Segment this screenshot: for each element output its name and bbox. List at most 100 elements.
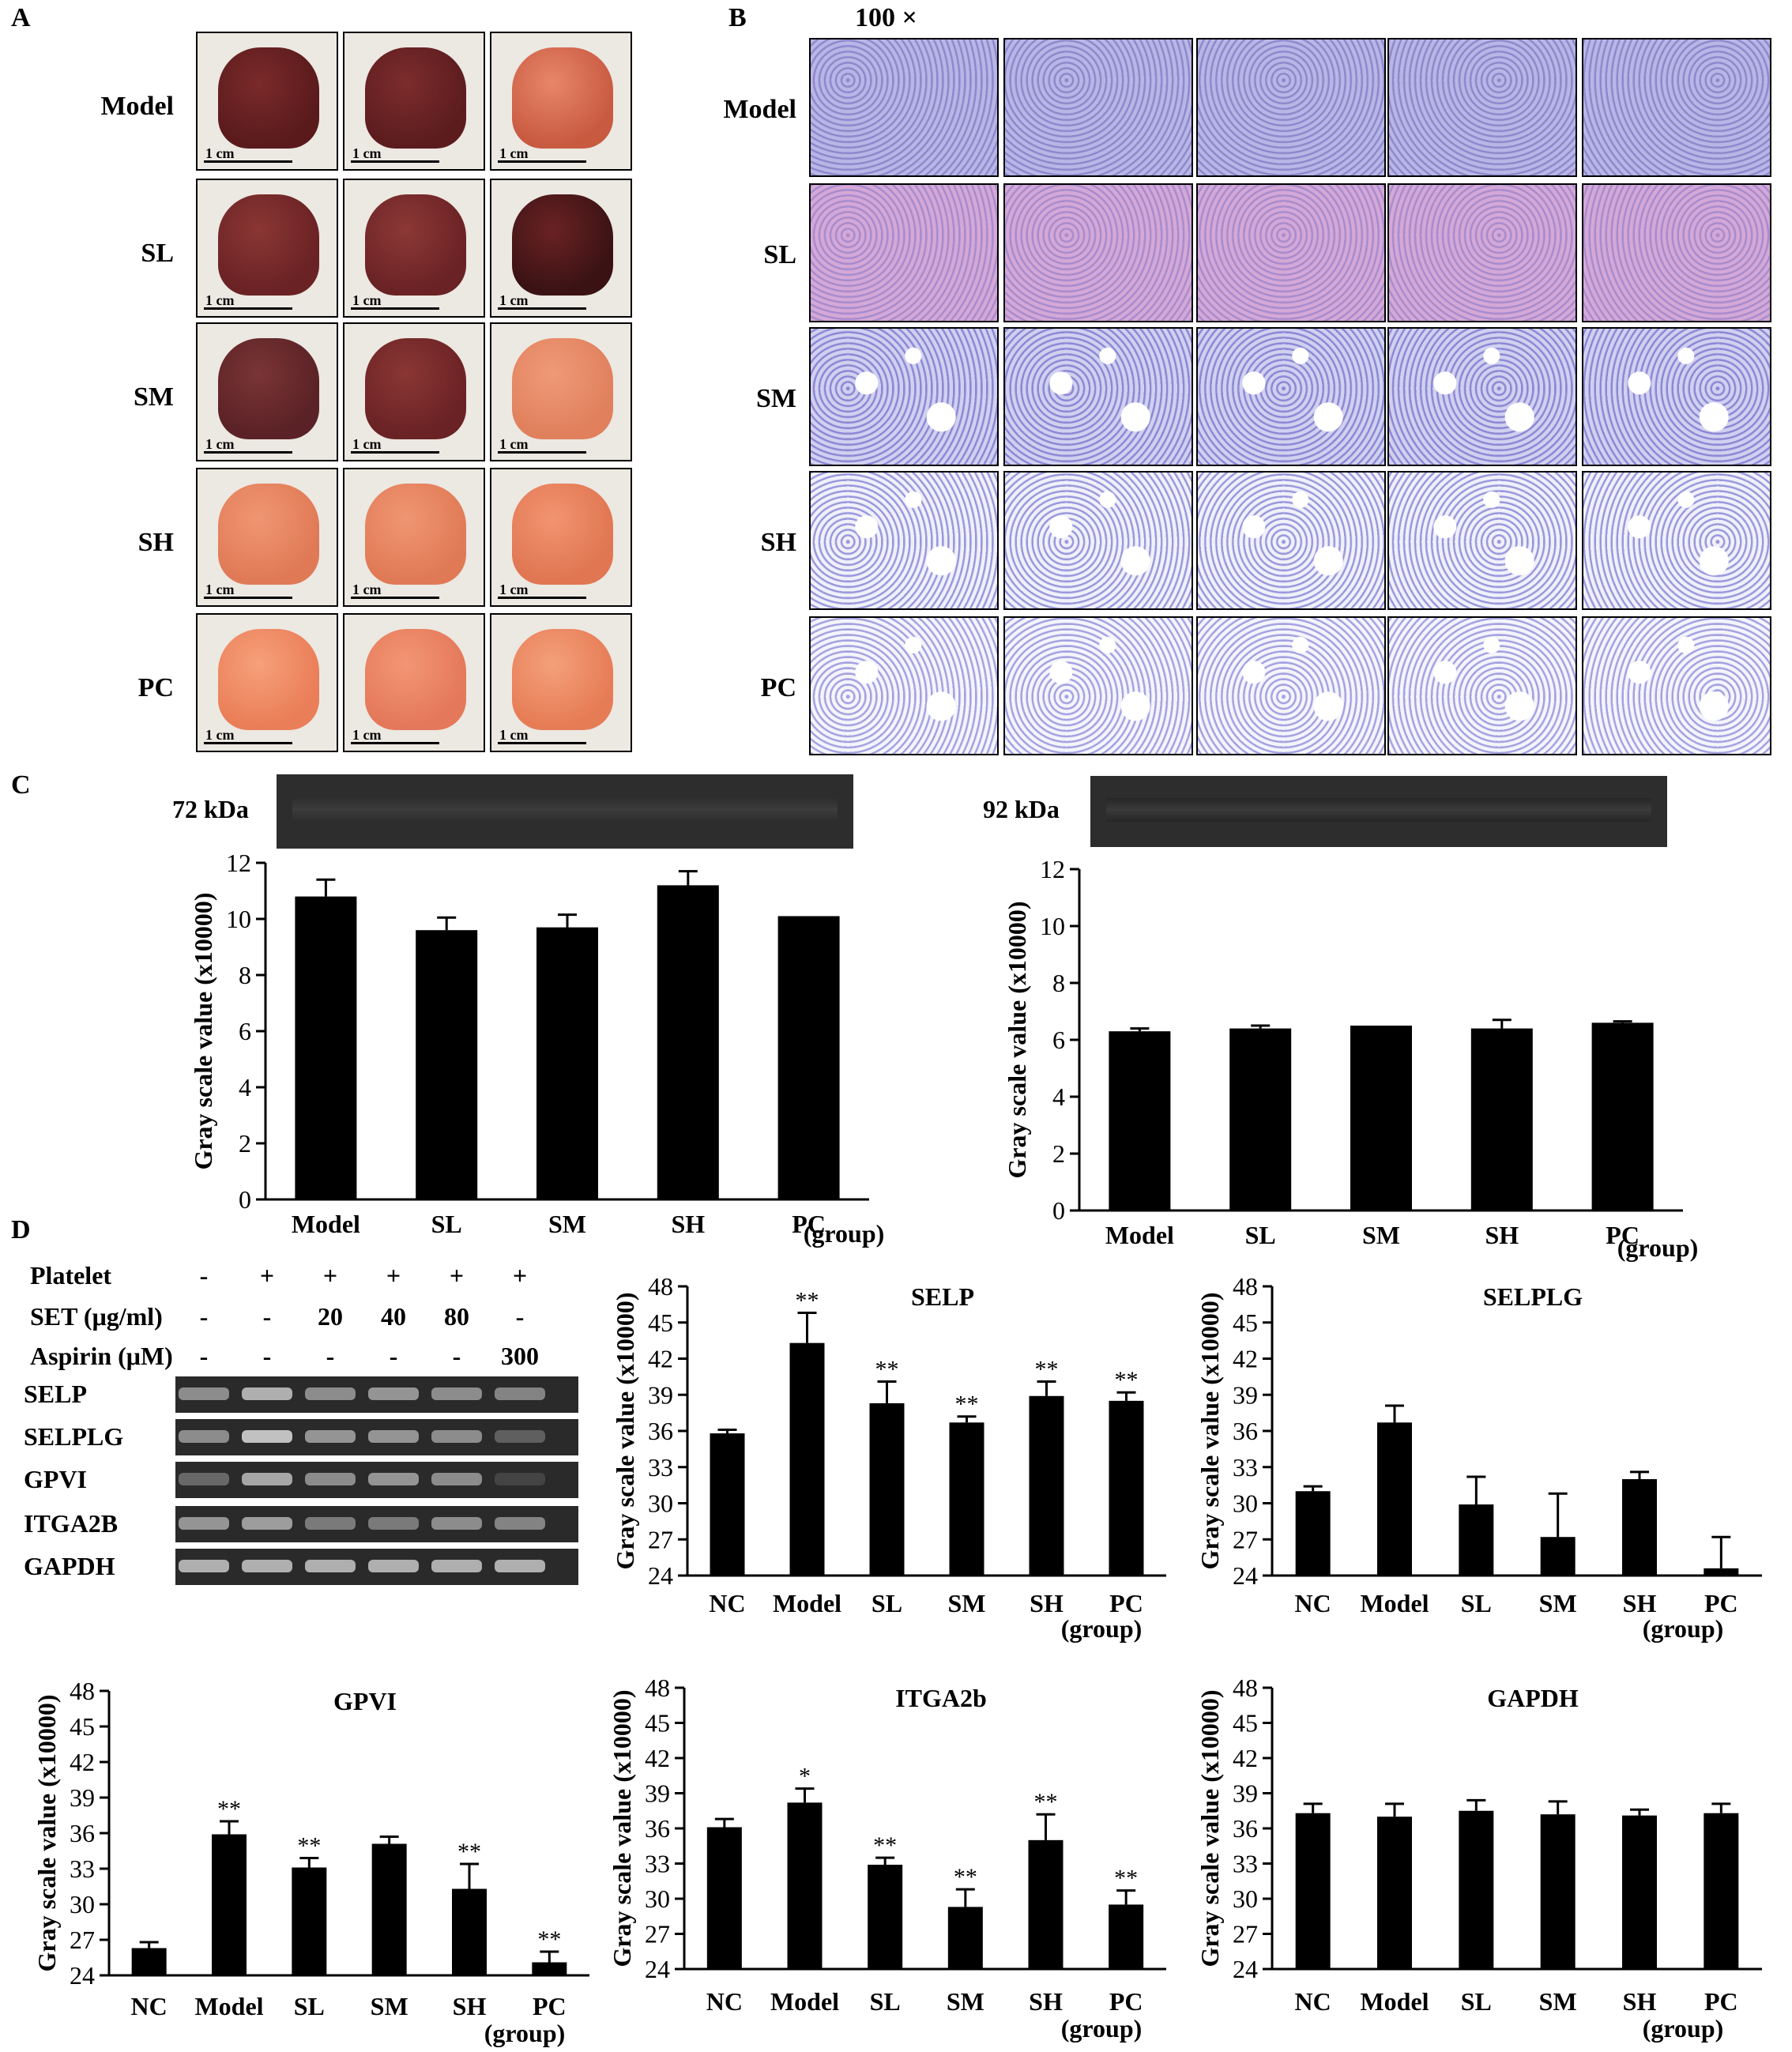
- y-tick-label: 39: [70, 1783, 95, 1812]
- y-tick-label: 30: [645, 1884, 670, 1913]
- y-tick-label: 24: [645, 1955, 670, 1983]
- significance-mark: **: [954, 1864, 977, 1890]
- gross-lung-photo: 1 cm: [343, 32, 485, 171]
- gel-band-label: ITGA2B: [24, 1509, 119, 1538]
- panel-b-row-label: SH: [760, 528, 796, 557]
- y-tick-label: 10: [1040, 912, 1065, 940]
- significance-mark: **: [955, 1391, 979, 1418]
- panel-c-letter: C: [11, 770, 31, 800]
- y-axis-label: Gray scale value (x10000): [611, 1292, 639, 1569]
- x-tick-label: SM: [947, 1987, 984, 2016]
- gel-condition-value: +: [512, 1261, 528, 1290]
- y-tick-label: 48: [70, 1677, 95, 1705]
- y-tick-label: 2: [239, 1129, 251, 1158]
- x-tick-label: Model: [292, 1210, 360, 1238]
- chart-d-gpvi: 24 27 30 33 36 39 42 45 48 Gray scale value (x100…: [32, 1677, 589, 2047]
- scale-bar-label: 1 cm: [498, 582, 586, 599]
- x-tick-label: PC: [1109, 1589, 1143, 1617]
- histology-micrograph: [1387, 616, 1577, 755]
- histology-micrograph: [1003, 471, 1193, 610]
- bar: [1470, 1028, 1533, 1210]
- x-axis-unit: (group): [1643, 2014, 1724, 2043]
- gross-lung-photo: 1 cm: [196, 613, 338, 752]
- gel-condition-value: +: [449, 1261, 465, 1290]
- gel-condition-value: -: [199, 1342, 209, 1370]
- bar: [1295, 1491, 1331, 1576]
- x-tick-label: SH: [1623, 1589, 1657, 1617]
- gel-condition-label: Aspirin (μM): [30, 1342, 173, 1370]
- x-tick-label: SM: [548, 1210, 586, 1238]
- bar: [1109, 1031, 1171, 1210]
- bar: [789, 1342, 825, 1576]
- bar: [949, 1422, 984, 1576]
- gel-condition-value: -: [199, 1302, 209, 1331]
- x-tick-label: PC: [792, 1210, 826, 1238]
- gross-lung-photo: 1 cm: [343, 613, 485, 752]
- bar: [868, 1864, 903, 1969]
- y-tick-label: 36: [648, 1417, 673, 1445]
- x-axis-unit: (group): [1643, 1614, 1724, 1643]
- gel-condition-value: +: [322, 1261, 338, 1290]
- histology-micrograph: [809, 471, 999, 610]
- gel-band-strip: [175, 1549, 578, 1585]
- panel-d-letter: D: [11, 1215, 31, 1244]
- gross-lung-photo: 1 cm: [196, 468, 338, 607]
- band-label-72kda: 72 kDa: [172, 795, 249, 823]
- panel-a-row-label: SH: [137, 528, 174, 557]
- bar: [131, 1948, 167, 1975]
- bar: [777, 916, 840, 1199]
- bar: [532, 1962, 567, 1975]
- scale-bar-label: 1 cm: [204, 437, 292, 454]
- gel-condition-value: -: [389, 1342, 398, 1370]
- y-tick-label: 42: [645, 1744, 670, 1772]
- significance-mark: **: [1034, 1789, 1058, 1815]
- x-tick-label: SM: [1362, 1221, 1400, 1249]
- bar: [1029, 1395, 1064, 1576]
- bar: [416, 930, 478, 1199]
- gross-lung-photo: 1 cm: [343, 322, 485, 461]
- scale-bar-label: 1 cm: [351, 437, 439, 454]
- bar: [1350, 1026, 1412, 1210]
- y-axis-label: Gray scale value (x10000): [189, 892, 217, 1169]
- gel-condition-value: -: [262, 1342, 272, 1370]
- x-tick-label: SM: [1539, 1987, 1577, 2016]
- y-tick-label: 30: [1233, 1884, 1258, 1913]
- panel-a-row-label: PC: [137, 673, 174, 702]
- bar: [710, 1433, 745, 1576]
- y-tick-label: 12: [1040, 855, 1065, 883]
- significance-mark: **: [875, 1356, 899, 1382]
- histology-micrograph: [1003, 183, 1193, 322]
- bar: [869, 1403, 905, 1576]
- gel-band-strip: [175, 1376, 578, 1413]
- x-tick-label: SL: [1461, 1589, 1492, 1617]
- bar: [292, 1867, 327, 1975]
- y-tick-label: 24: [1233, 1561, 1258, 1590]
- y-tick-label: 48: [1233, 1272, 1258, 1301]
- scale-bar-label: 1 cm: [351, 293, 439, 310]
- x-tick-label: Model: [194, 1992, 263, 2020]
- bar: [1229, 1028, 1292, 1210]
- bar: [1704, 1568, 1739, 1576]
- gel-condition-value: +: [259, 1261, 275, 1290]
- bar: [1109, 1400, 1144, 1576]
- bar: [212, 1834, 247, 1975]
- histology-micrograph: [809, 183, 999, 322]
- x-tick-label: SL: [1461, 1987, 1492, 2016]
- x-tick-label: PC: [1704, 1987, 1738, 2016]
- y-tick-label: 39: [1233, 1779, 1258, 1808]
- chart-title: GPVI: [333, 1687, 397, 1715]
- y-tick-label: 45: [70, 1712, 95, 1741]
- x-tick-label: NC: [706, 1987, 743, 2016]
- gross-lung-photo: 1 cm: [343, 179, 485, 318]
- histology-micrograph: [1387, 38, 1577, 177]
- y-tick-label: 39: [648, 1380, 673, 1409]
- x-tick-label: Model: [1360, 1987, 1429, 2016]
- x-tick-label: Model: [1105, 1221, 1174, 1249]
- y-tick-label: 6: [239, 1017, 251, 1045]
- y-axis-label: Gray scale value (x10000): [1195, 1689, 1224, 1967]
- gross-lung-photo: 1 cm: [490, 322, 632, 461]
- magnification-label: 100 ×: [855, 3, 917, 32]
- y-tick-label: 27: [1233, 1920, 1258, 1948]
- y-axis-label: Gray scale value (x10000): [1003, 901, 1031, 1178]
- histology-micrograph: [1003, 327, 1193, 466]
